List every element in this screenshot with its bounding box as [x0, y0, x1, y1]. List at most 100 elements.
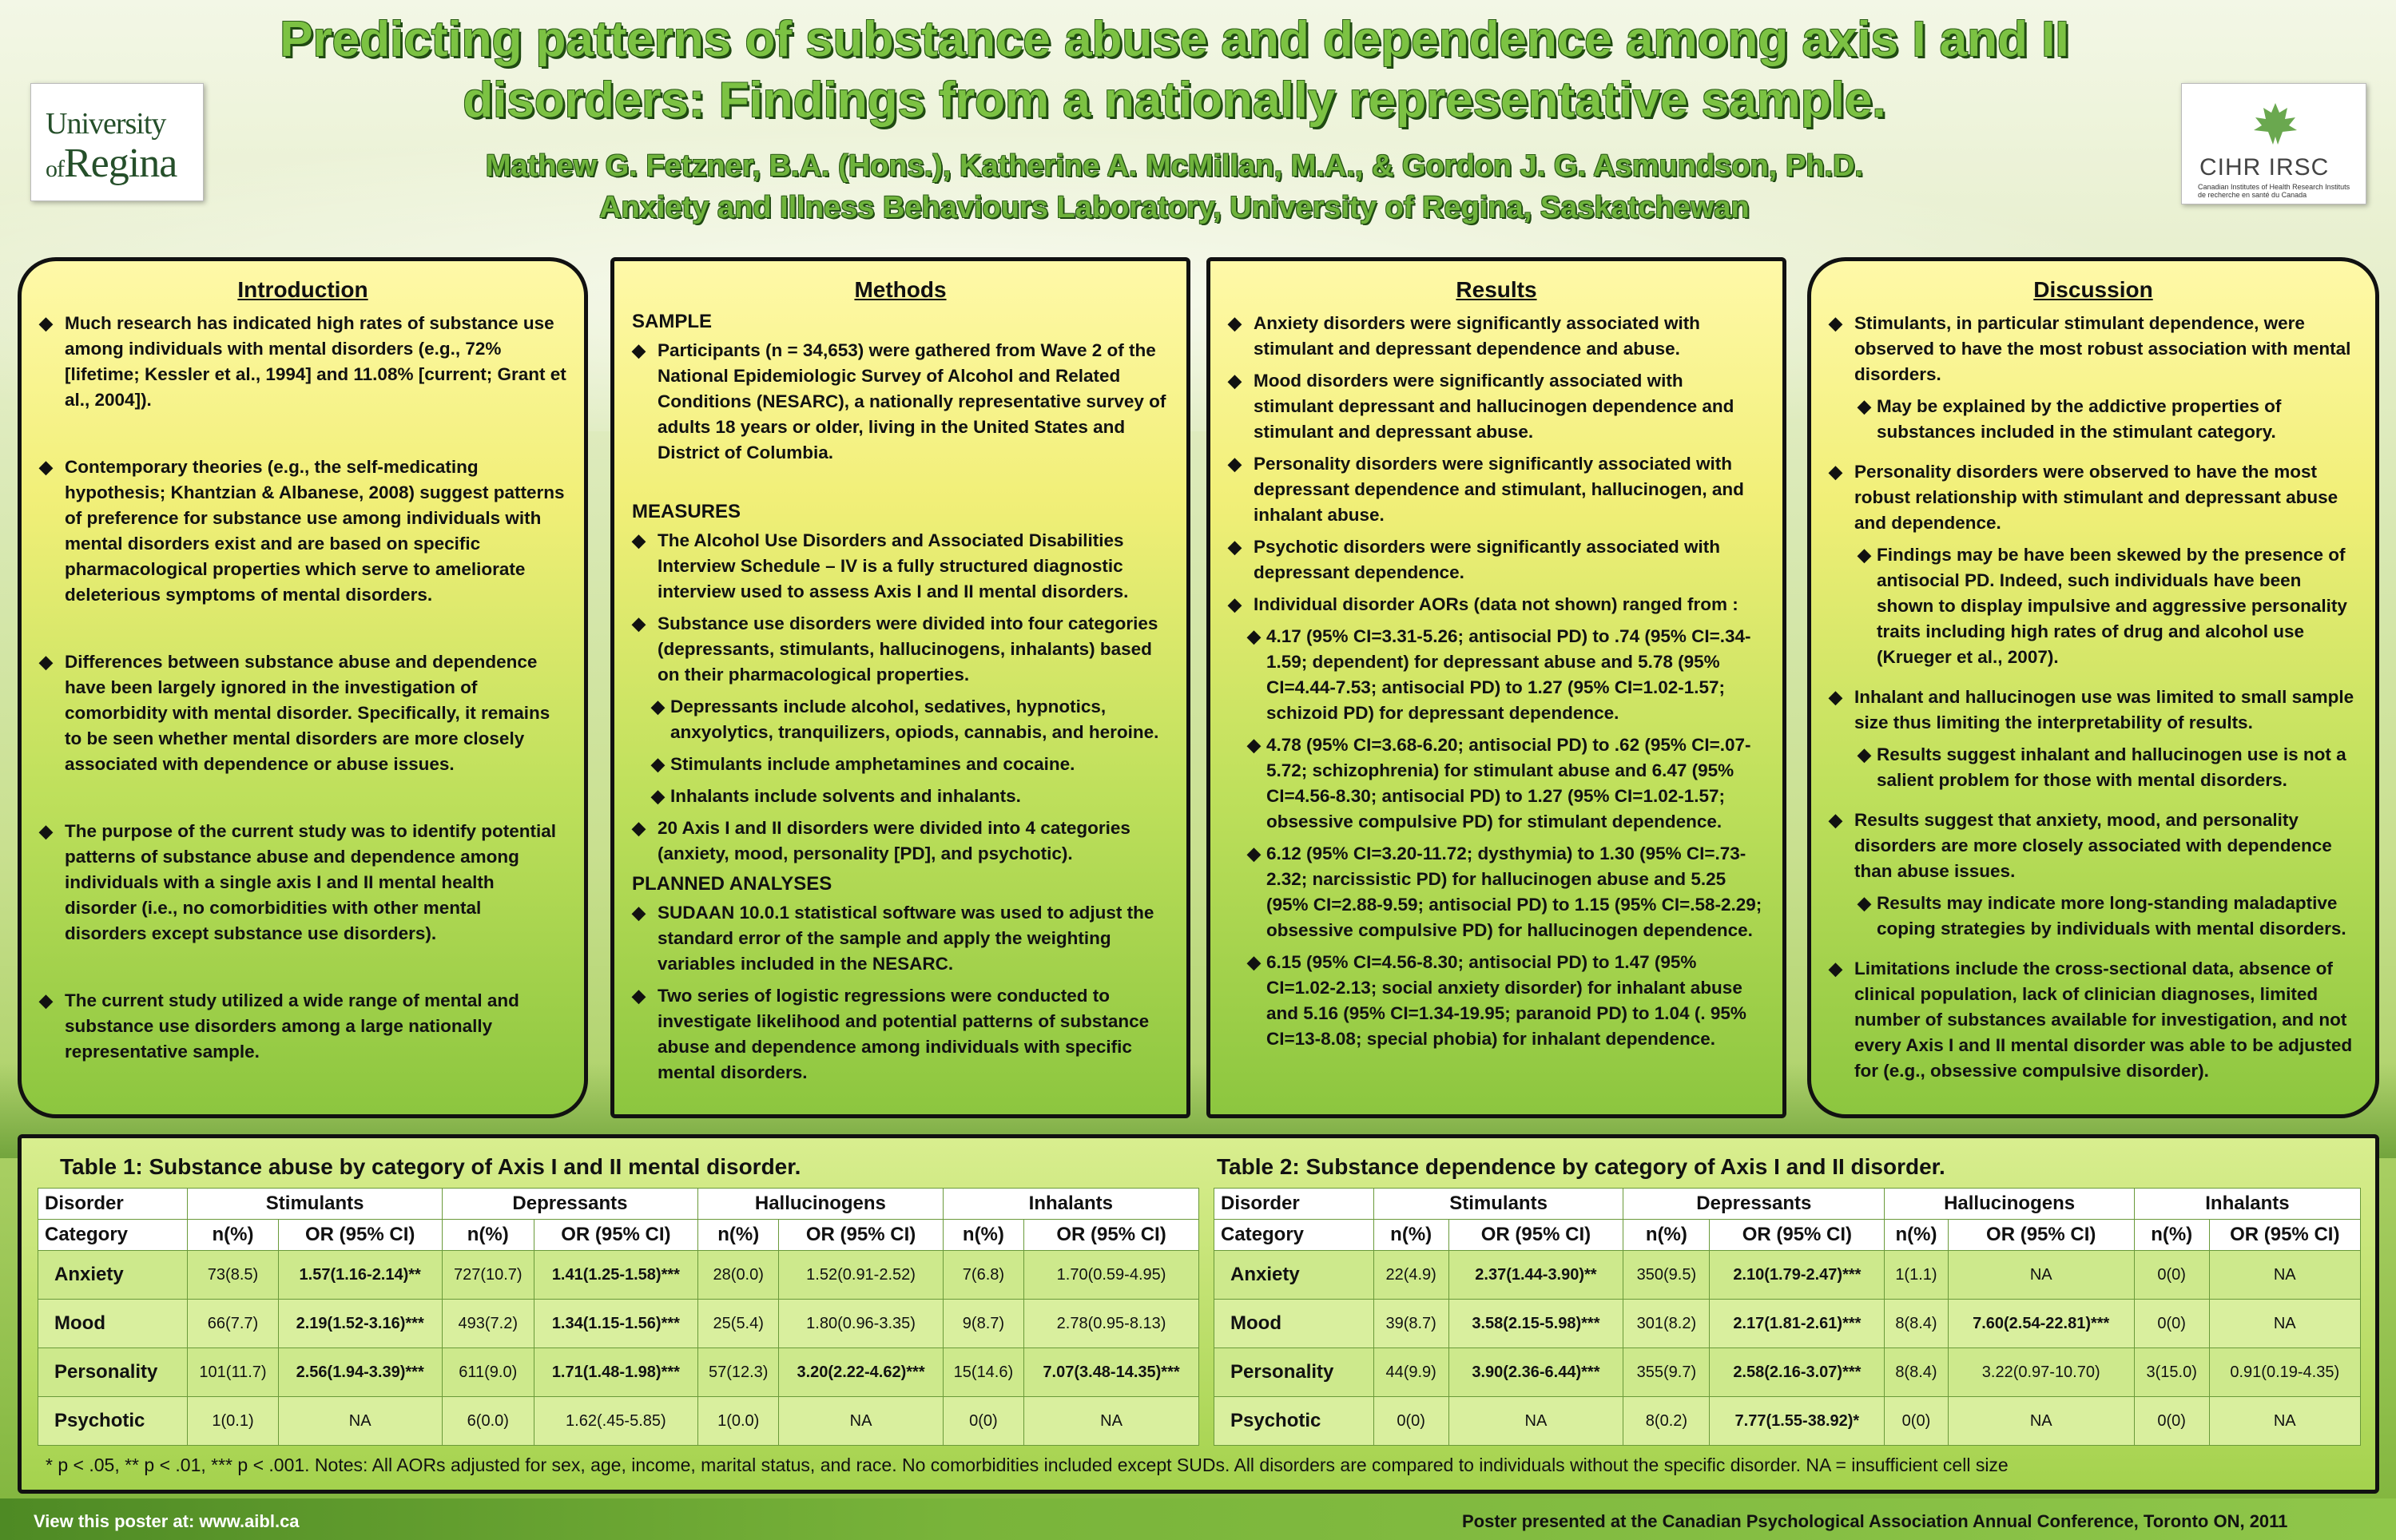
table-cell: 7.07(3.48-14.35)***	[1023, 1348, 1199, 1397]
logo-text-prefix: of	[46, 156, 65, 182]
table-cell: NA	[1448, 1396, 1624, 1446]
table-cell: 355(9.7)	[1623, 1348, 1711, 1397]
table-row-label: Mood	[1214, 1299, 1374, 1348]
table-cell: 73(8.5)	[187, 1250, 279, 1300]
table-cell: 2.17(1.81-2.61)***	[1709, 1299, 1885, 1348]
discussion-bullet: Stimulants, in particular stimulant depe…	[1829, 311, 2358, 387]
table-subheader-cell: Category	[37, 1219, 189, 1251]
table-subheader-cell: n(%)	[1884, 1219, 1949, 1251]
table-row: Personality 101(11.7) 2.56(1.94-3.39)*** 61…	[37, 1348, 1199, 1397]
table-header-cell: Inhalants	[2133, 1188, 2362, 1220]
table-cell: 0(0)	[1884, 1396, 1949, 1446]
results-sub-bullet: 4.17 (95% CI=3.31-5.26; antisocial PD) t…	[1247, 624, 1765, 726]
table-subheader-cell: n(%)	[441, 1219, 534, 1251]
logo-text-line2: ofRegina	[46, 140, 177, 187]
table-row: Anxiety 22(4.9) 2.37(1.44-3.90)** 350(9.5) 2…	[1214, 1250, 2362, 1300]
table-cell: 1.34(1.15-1.56)***	[533, 1299, 699, 1348]
table-cell: 1.80(0.96-3.35)	[778, 1299, 944, 1348]
table-cell: 57(12.3)	[697, 1348, 780, 1397]
table-cell: NA	[778, 1396, 944, 1446]
table-cell: 25(5.4)	[697, 1299, 780, 1348]
methods-heading: Methods	[854, 277, 947, 302]
logo-text-regina: Regina	[64, 141, 177, 186]
table-cell: 1.70(0.59-4.95)	[1023, 1250, 1199, 1300]
author-list: Mathew G. Fetzner, B.A. (Hons.), Katheri…	[485, 149, 1864, 183]
footer-conference: Poster presented at the Canadian Psychol…	[1462, 1511, 2288, 1531]
intro-bullet: The current study utilized a wide range …	[39, 988, 566, 1065]
table-cell: 28(0.0)	[697, 1250, 780, 1300]
table-subheader-cell: n(%)	[697, 1219, 780, 1251]
table-header-cell: Disorder	[37, 1188, 189, 1220]
table-subheader-cell: OR (95% CI)	[1947, 1219, 2135, 1251]
table-cell: 0(0)	[2133, 1299, 2210, 1348]
table-cell: 2.58(2.16-3.07)***	[1709, 1348, 1885, 1397]
results-heading: Results	[1456, 277, 1537, 302]
table-header-cell: Disorder	[1214, 1188, 1374, 1220]
table-cell: 1.62(.45-5.85)	[533, 1396, 699, 1446]
sample-label: SAMPLE	[632, 311, 713, 332]
logo-text-line1: University	[46, 107, 166, 141]
table-cell: 6(0.0)	[441, 1396, 534, 1446]
results-sub-bullet: 6.15 (95% CI=4.56-8.30; antisocial PD) t…	[1247, 950, 1765, 1052]
table-cell: 1.71(1.48-1.98)***	[533, 1348, 699, 1397]
table-subheader-cell: OR (95% CI)	[533, 1219, 699, 1251]
methods-bullet: 20 Axis I and II disorders were divided …	[632, 816, 1169, 867]
methods-bullet: Substance use disorders were divided int…	[632, 611, 1169, 688]
table-header-cell: Hallucinogens	[1884, 1188, 2135, 1220]
table-row-label: Personality	[37, 1348, 189, 1397]
maple-leaf-icon	[2254, 103, 2297, 145]
table-header-cell: Depressants	[441, 1188, 699, 1220]
table-cell: NA	[1023, 1396, 1199, 1446]
results-bullet: Mood disorders were significantly associ…	[1228, 368, 1765, 445]
methods-bullet: SUDAAN 10.0.1 statistical software was u…	[632, 900, 1169, 977]
table-cell: 2.78(0.95-8.13)	[1023, 1299, 1199, 1348]
affiliation: Anxiety and Illness Behaviours Laborator…	[599, 191, 1750, 224]
authors-block: Mathew G. Fetzner, B.A. (Hons.), Katheri…	[208, 145, 2141, 228]
table-subheader-cell: OR (95% CI)	[277, 1219, 443, 1251]
table-cell: 3.90(2.36-6.44)***	[1448, 1348, 1624, 1397]
results-sub-bullet: 6.12 (95% CI=3.20-11.72; dysthymia) to 1…	[1247, 841, 1765, 943]
table1: Disorder Stimulants Depressants Hallucinoge…	[37, 1188, 1200, 1446]
table-header-cell: Inhalants	[942, 1188, 1200, 1220]
table-cell: 7(6.8)	[942, 1250, 1025, 1300]
table-subheader-cell: OR (95% CI)	[778, 1219, 944, 1251]
intro-bullet: The purpose of the current study was to …	[39, 819, 566, 947]
intro-bullet: Differences between substance abuse and …	[39, 649, 566, 777]
table-cell: NA	[2208, 1396, 2362, 1446]
table2: Disorder Stimulants Depressants Hallucinoge…	[1214, 1188, 2362, 1446]
table-row: Personality 44(9.9) 3.90(2.36-6.44)*** 355(…	[1214, 1348, 2362, 1397]
methods-sub-bullet: Depressants include alcohol, sedatives, …	[651, 694, 1169, 745]
results-sub-bullet: 4.78 (95% CI=3.68-6.20; antisocial PD) t…	[1247, 732, 1765, 835]
table-cell: 3.58(2.15-5.98)***	[1448, 1299, 1624, 1348]
footer-bar	[0, 1498, 2396, 1540]
table-row-label: Psychotic	[1214, 1396, 1374, 1446]
table-cell: 1(0.1)	[187, 1396, 279, 1446]
table-subheader-cell: OR (95% CI)	[1709, 1219, 1885, 1251]
results-panel: Results Anxiety disorders were significa…	[1206, 257, 1786, 1118]
discussion-sub-bullet: May be explained by the addictive proper…	[1858, 394, 2358, 445]
table-cell: 44(9.9)	[1373, 1348, 1449, 1397]
table-cell: NA	[1947, 1250, 2135, 1300]
discussion-sub-bullet: Results may indicate more long-standing …	[1858, 891, 2358, 942]
table-cell: 3.22(0.97-10.70)	[1947, 1348, 2135, 1397]
table-row-label: Anxiety	[37, 1250, 189, 1300]
table-cell: 0(0)	[2133, 1250, 2210, 1300]
table-cell: 2.19(1.52-3.16)***	[277, 1299, 443, 1348]
table-cell: NA	[277, 1396, 443, 1446]
table-cell: 611(9.0)	[441, 1348, 534, 1397]
table-cell: NA	[1947, 1396, 2135, 1446]
table-subheader-cell: n(%)	[942, 1219, 1025, 1251]
table-row: Mood 66(7.7) 2.19(1.52-3.16)*** 493(7.2) 1.3…	[37, 1299, 1199, 1348]
table-cell: 39(8.7)	[1373, 1299, 1449, 1348]
table-header-cell: Stimulants	[1373, 1188, 1624, 1220]
table-cell: 101(11.7)	[187, 1348, 279, 1397]
table-row: Anxiety 73(8.5) 1.57(1.16-2.14)** 727(10.7)…	[37, 1250, 1199, 1300]
table-cell: 301(8.2)	[1623, 1299, 1711, 1348]
results-bullet: Anxiety disorders were significantly ass…	[1228, 311, 1765, 362]
cihr-logo-text: CIHR IRSC	[2199, 154, 2330, 181]
table-cell: 1(1.1)	[1884, 1250, 1949, 1300]
cihr-logo: CIHR IRSC Canadian Institutes of Health …	[2181, 83, 2366, 204]
table-cell: 0.91(0.19-4.35)	[2208, 1348, 2362, 1397]
table-subheader-cell: OR (95% CI)	[1448, 1219, 1624, 1251]
table-cell: 7.77(1.55-38.92)*	[1709, 1396, 1885, 1446]
